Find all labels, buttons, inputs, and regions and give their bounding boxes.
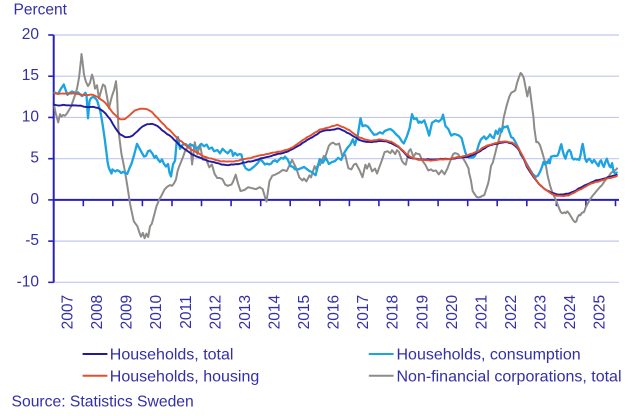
svg-text:2021: 2021 <box>474 295 491 329</box>
svg-text:10: 10 <box>22 108 40 125</box>
svg-text:2020: 2020 <box>444 294 461 329</box>
svg-text:Percent: Percent <box>14 2 68 19</box>
svg-text:2018: 2018 <box>385 295 402 329</box>
svg-text:2016: 2016 <box>326 295 343 329</box>
svg-text:2010: 2010 <box>148 294 165 329</box>
svg-text:Households, housing: Households, housing <box>110 369 259 386</box>
svg-text:Households, total: Households, total <box>110 347 234 364</box>
svg-text:-10: -10 <box>17 273 40 290</box>
svg-text:2013: 2013 <box>237 295 254 329</box>
svg-text:20: 20 <box>22 26 40 43</box>
svg-text:2015: 2015 <box>296 295 313 329</box>
svg-text:2025: 2025 <box>592 295 609 329</box>
svg-text:0: 0 <box>30 191 39 208</box>
svg-text:Households, consumption: Households, consumption <box>397 347 581 364</box>
svg-text:Non-financial corporations, to: Non-financial corporations, total <box>397 369 622 386</box>
svg-text:2007: 2007 <box>60 295 77 329</box>
svg-text:2009: 2009 <box>119 295 136 329</box>
svg-text:2023: 2023 <box>533 295 550 329</box>
svg-text:2017: 2017 <box>355 295 372 329</box>
svg-text:2014: 2014 <box>267 294 284 329</box>
svg-text:15: 15 <box>22 67 39 84</box>
svg-text:2012: 2012 <box>207 295 224 329</box>
svg-text:5: 5 <box>30 150 39 167</box>
svg-text:2008: 2008 <box>89 295 106 329</box>
svg-text:2019: 2019 <box>414 295 431 329</box>
svg-text:Source: Statistics Sweden: Source: Statistics Sweden <box>12 393 194 410</box>
svg-text:2022: 2022 <box>503 295 520 329</box>
svg-text:2024: 2024 <box>562 294 579 329</box>
svg-text:2011: 2011 <box>178 295 195 328</box>
svg-text:-5: -5 <box>25 232 39 249</box>
